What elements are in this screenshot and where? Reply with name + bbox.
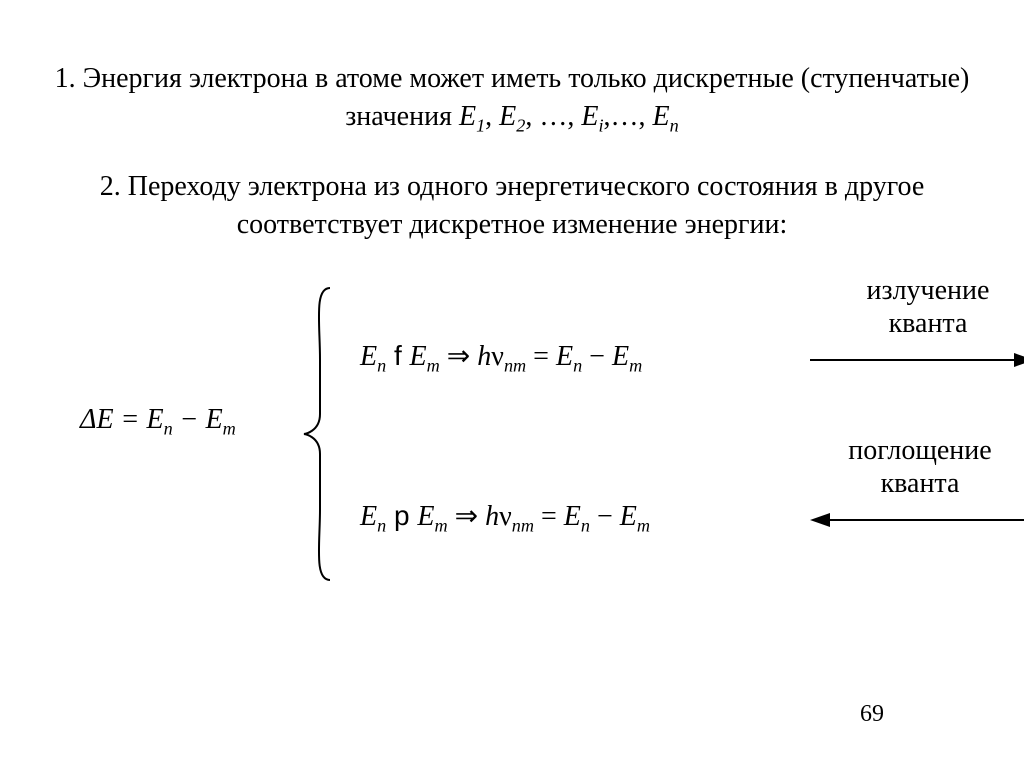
sub-1: 1 [476, 115, 485, 135]
sym-minus: − [173, 404, 206, 435]
sym-implies: ⇒ [440, 341, 477, 372]
sym-implies: ⇒ [448, 501, 485, 532]
sym-nu: ν [491, 341, 504, 372]
sym-eq: = [114, 404, 147, 435]
sym-En: E [360, 341, 377, 372]
sub-m: m [434, 515, 447, 535]
sub-m2: m [629, 355, 642, 375]
sym-E1: E [459, 101, 476, 132]
sym-E2: E [499, 101, 516, 132]
case-emission: En f Em ⇒ hνnm = En − Em [360, 339, 642, 377]
sym-En2: E [556, 341, 573, 372]
sym-Em2: E [612, 341, 629, 372]
sym-En: E [360, 501, 377, 532]
label-emission: излучение кванта [828, 274, 1024, 341]
sym-Em2: E [620, 501, 637, 532]
sym-minus: − [590, 501, 620, 532]
sym-nu: ν [499, 501, 512, 532]
sub-nm: nm [512, 515, 534, 535]
sub-n2: n [573, 355, 582, 375]
sub-m: m [223, 418, 236, 438]
label-emission-l1: излучение [867, 275, 990, 306]
sym-En: E [653, 101, 670, 132]
sym-Em: E [206, 404, 223, 435]
dots2: ,…, [604, 101, 653, 132]
sub-m2: m [637, 515, 650, 535]
sub-n: n [377, 355, 386, 375]
sym-minus: − [582, 341, 612, 372]
label-absorption-l2: кванта [881, 468, 960, 499]
sym-Em: E [410, 341, 427, 372]
sym-E: E [96, 404, 113, 435]
sub-n: n [377, 515, 386, 535]
comma1: , [485, 101, 499, 132]
label-emission-l2: кванта [889, 308, 968, 339]
case-absorption: En p Em ⇒ hνnm = En − Em [360, 499, 650, 537]
sym-eq: = [534, 501, 564, 532]
delta-E-equation: ΔE = En − Em [80, 404, 236, 440]
sym-h: h [485, 501, 499, 532]
arrow-emission-icon [810, 350, 1024, 370]
sub-2: 2 [516, 115, 525, 135]
label-absorption: поглощение кванта [810, 434, 1024, 501]
sub-m: m [427, 355, 440, 375]
sym-En: E [146, 404, 163, 435]
sym-Ei: E [581, 101, 598, 132]
sub-n2: n [581, 515, 590, 535]
paragraph-2: 2. Переходу электрона из одного энергети… [40, 168, 984, 244]
dots1: , …, [525, 101, 581, 132]
arrow-absorption-icon [810, 510, 1024, 530]
paragraph-1: 1. Энергия электрона в атоме может иметь… [40, 60, 984, 138]
label-absorption-l1: поглощение [848, 435, 991, 466]
brace-icon [300, 284, 336, 584]
page-number: 69 [860, 701, 884, 728]
sym-delta: Δ [80, 404, 96, 435]
rel-f: f [386, 340, 409, 371]
page: 1. Энергия электрона в атоме может иметь… [0, 0, 1024, 768]
sym-En2: E [564, 501, 581, 532]
sym-eq: = [526, 341, 556, 372]
formula-area: ΔE = En − Em En f Em ⇒ hνnm = En − Em En… [40, 274, 984, 604]
sub-n: n [164, 418, 173, 438]
rel-p: p [386, 500, 417, 531]
sym-Em: E [417, 501, 434, 532]
sub-n: n [670, 115, 679, 135]
sub-nm: nm [504, 355, 526, 375]
sym-h: h [477, 341, 491, 372]
